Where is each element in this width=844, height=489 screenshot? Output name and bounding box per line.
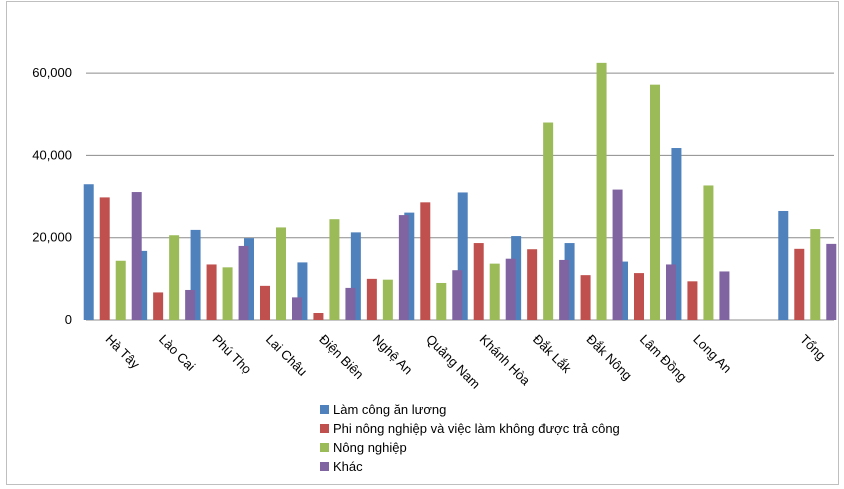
x-tick-label: Long An [690, 332, 734, 376]
bar [185, 289, 196, 320]
bar [83, 184, 94, 320]
bar [559, 259, 570, 320]
bar [206, 264, 217, 320]
bar [153, 292, 164, 320]
x-tick-label: Lào Cai [156, 332, 198, 374]
y-tick-label: 60,000 [32, 65, 72, 80]
bar [404, 212, 415, 320]
y-tick-label: 40,000 [32, 147, 72, 162]
bar [703, 185, 714, 320]
bar [671, 148, 682, 320]
x-tick-label: Tổng [797, 332, 829, 364]
bar [505, 258, 516, 320]
x-tick-label: Lâm Đồng [637, 332, 690, 385]
bar [366, 278, 377, 320]
bar [826, 243, 837, 320]
bar [276, 227, 286, 320]
bar [473, 243, 484, 320]
bar [222, 267, 233, 320]
bar [137, 250, 148, 320]
bar [345, 287, 356, 320]
bar [527, 249, 538, 320]
bar [666, 264, 676, 320]
bar [511, 236, 522, 320]
bar [778, 210, 789, 320]
x-tick-label: Khánh Hòa [477, 332, 534, 389]
x-tick-label: Điện Biên [316, 332, 366, 382]
bar [564, 243, 575, 320]
bar [634, 273, 644, 320]
legend-swatch [320, 443, 329, 452]
bar [260, 285, 270, 320]
bar [398, 215, 409, 320]
bar [719, 271, 730, 320]
legend-swatch [320, 424, 329, 433]
bar [452, 270, 463, 320]
y-tick-label: 20,000 [32, 230, 72, 245]
y-tick-label: 0 [65, 312, 72, 327]
bar [244, 238, 254, 320]
bar [543, 122, 554, 320]
bar [457, 192, 468, 320]
bar [131, 192, 142, 320]
bar [313, 313, 324, 320]
bar [169, 235, 180, 320]
bar [382, 279, 393, 320]
x-tick-label: Nghệ An [370, 332, 416, 378]
bar [596, 62, 607, 320]
bar [190, 229, 201, 320]
bar [350, 232, 361, 320]
bar [618, 261, 628, 320]
legend-label: Làm công ăn lương [333, 402, 446, 417]
x-tick-label: Hà Tây [103, 332, 143, 372]
x-tick-label: Lai Châu [263, 332, 310, 379]
bar [292, 297, 302, 320]
bar [329, 219, 340, 320]
legend-swatch [320, 405, 329, 414]
bar [794, 248, 805, 320]
bar [436, 282, 447, 320]
bar [687, 281, 698, 320]
legend-swatch [320, 462, 329, 471]
bar [650, 84, 660, 320]
bar [238, 245, 249, 320]
x-tick-label: Quảng Nam [423, 332, 483, 392]
legend-label: Khác [333, 459, 363, 474]
legend-label: Phi nông nghiệp và việc làm không được t… [333, 421, 620, 436]
x-tick-label: Đắk Nông [583, 332, 634, 383]
bar [810, 229, 821, 320]
bar [115, 260, 126, 320]
bar [420, 202, 431, 320]
x-tick-label: Phú Thọ [209, 332, 254, 377]
legend-label: Nông nghiệp [333, 440, 407, 455]
bar [99, 197, 110, 320]
bar [612, 189, 623, 320]
chart-frame [6, 1, 839, 485]
bar [297, 262, 308, 320]
x-tick-label: Đắk Lắk [530, 332, 575, 377]
bar [489, 263, 500, 320]
bar [580, 275, 591, 320]
